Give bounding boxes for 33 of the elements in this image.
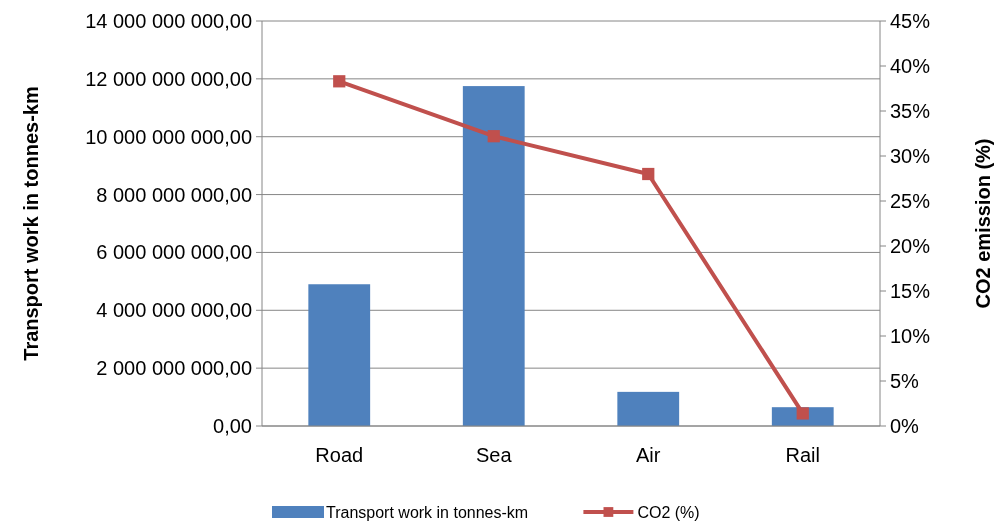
point — [333, 75, 346, 88]
y2-tick-label: 30% — [890, 145, 931, 167]
y-tick-label: 14 000 000 000,00 — [85, 10, 252, 32]
x-tick-label: Air — [636, 444, 661, 466]
point — [642, 167, 655, 181]
bar — [462, 86, 525, 426]
y2-tick-label: 25% — [890, 190, 931, 212]
y2-tick-label: 5% — [890, 370, 920, 392]
y-tick-label: 2 000 000 000,00 — [96, 357, 252, 380]
y2-tick-label: 15% — [890, 280, 931, 302]
y2-tick-label: 20% — [890, 235, 931, 257]
y2-tick-label: 0% — [890, 415, 920, 437]
y-tick-label: 6 000 000 000,00 — [96, 241, 252, 264]
y-tick-label: 8 000 000 000,00 — [96, 183, 252, 206]
y-tick-label: 10 000 000 000,00 — [85, 125, 252, 148]
bar — [617, 391, 680, 426]
legend-label: CO2 (%) — [637, 503, 700, 521]
x-tick-label: Road — [315, 444, 364, 466]
y2-tick-label: 10% — [890, 325, 931, 347]
y2-tick-label: 40% — [890, 55, 931, 77]
bar — [308, 284, 371, 426]
legend-label: Transport work in tonnes-km — [326, 503, 529, 521]
y2-tick-label: 35% — [890, 100, 931, 122]
y-tick-label: 4 000 000 000,00 — [96, 299, 252, 322]
point — [796, 407, 809, 420]
x-tick-label: Rail — [785, 444, 820, 466]
y2-tick-label: 45% — [890, 10, 931, 32]
y2-axis-title: CO2 emission (%) — [972, 138, 994, 309]
x-tick-label: Sea — [475, 444, 513, 466]
y-tick-label: 0,00 — [213, 415, 252, 437]
y-axis-title: Transport work in tonnes-km — [20, 86, 42, 361]
point — [487, 130, 500, 143]
y-tick-label: 12 000 000 000,00 — [85, 67, 252, 90]
